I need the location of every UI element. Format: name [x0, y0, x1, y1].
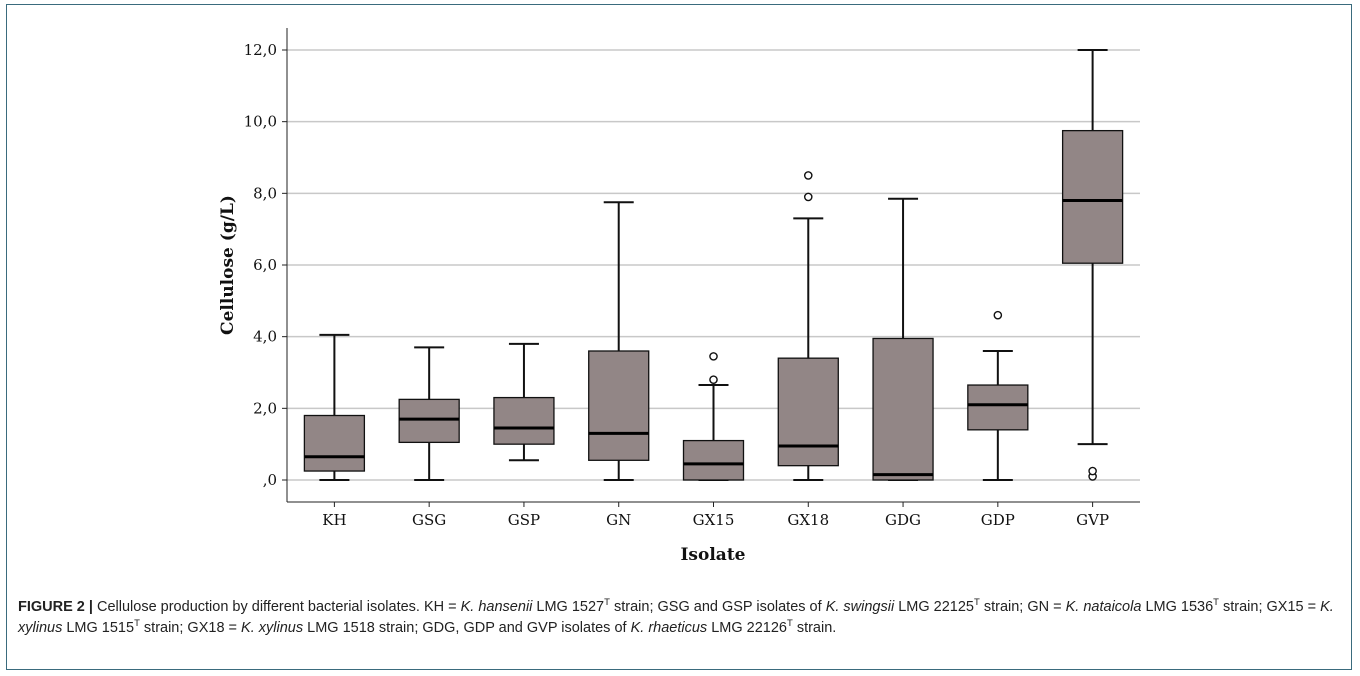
y-axis-title: Cellulose (g/L)	[218, 195, 238, 335]
caption-species-name: K. hansenii	[460, 599, 533, 615]
x-tick-label: GVP	[1076, 511, 1109, 529]
box-gsg	[398, 346, 460, 481]
y-tick-label: 2,0	[253, 399, 277, 417]
y-tick-label: 10,0	[244, 113, 277, 131]
boxplot-chart: ,0 2,0 4,0 6,0 8,0 10,0 12,0 KH GSG GSP GN GX15 GX18…	[218, 28, 1140, 565]
caption-fragment: LMG 22125	[894, 599, 974, 615]
box-gdg	[872, 197, 934, 481]
caption-superscript: T	[604, 597, 610, 609]
caption-fragment: strain; GX18 =	[139, 620, 242, 636]
boxes	[303, 49, 1124, 481]
caption-fragment: LMG 22126	[707, 620, 787, 636]
iqr-box	[398, 398, 460, 444]
x-tick-label: GSG	[412, 511, 446, 529]
caption-text: Cellulose production by different bacter…	[18, 597, 1334, 636]
box-gsp	[493, 342, 555, 462]
iqr-box	[872, 337, 934, 481]
caption-superscript: T	[1213, 597, 1219, 609]
box-kh	[303, 333, 366, 481]
figure-caption: FIGURE 2 | Cellulose production by diffe…	[18, 597, 1338, 639]
iqr-box	[682, 439, 745, 481]
y-tick-label: 12,0	[244, 41, 277, 59]
x-tick-label: GX18	[787, 511, 829, 529]
caption-fragment: strain.	[792, 620, 837, 636]
caption-superscript: T	[786, 618, 793, 630]
iqr-box	[777, 357, 839, 467]
outlier-point	[709, 352, 718, 361]
box-gn	[588, 201, 650, 481]
box-gvp	[1061, 49, 1124, 481]
y-tick-label: ,0	[263, 471, 277, 489]
outlier-point	[993, 310, 1003, 320]
caption-fragment: Cellulose production by different bacter…	[92, 599, 461, 615]
axes: ,0 2,0 4,0 6,0 8,0 10,0 12,0 KH GSG GSP GN GX15 GX18…	[244, 28, 1140, 529]
box-gdp	[967, 310, 1029, 481]
x-tick-label: GN	[606, 511, 631, 529]
caption-label: FIGURE 2 |	[18, 599, 93, 615]
caption-species-name: K. xylinus	[18, 599, 1334, 636]
caption-fragment: LMG 1536	[1141, 599, 1214, 615]
y-tick-label: 4,0	[253, 328, 277, 346]
caption-fragment: LMG 1527	[532, 599, 605, 615]
iqr-box	[303, 414, 366, 472]
x-axis-title: Isolate	[680, 545, 745, 565]
caption-species-name: K. xylinus	[241, 620, 304, 636]
caption-fragment: LMG 1518 strain; GDG, GDP and GVP isolat…	[303, 620, 631, 636]
iqr-box	[1061, 129, 1124, 264]
caption-fragment: strain; GSG and GSP isolates of	[609, 599, 826, 615]
x-tick-label: GX15	[693, 511, 735, 529]
caption-species-name: K. rhaeticus	[630, 620, 708, 636]
x-tick-label: GSP	[508, 511, 540, 529]
iqr-box	[967, 384, 1029, 431]
y-tick-label: 8,0	[253, 184, 277, 202]
outlier-point	[1088, 466, 1097, 476]
caption-superscript: T	[134, 618, 140, 630]
iqr-box	[588, 350, 650, 461]
outlier-point	[709, 375, 718, 384]
caption-fragment: LMG 1515	[62, 620, 135, 636]
x-tick-label: GDP	[981, 511, 1015, 529]
y-tick-label: 6,0	[253, 256, 277, 274]
x-tick-label: KH	[322, 511, 346, 529]
box-gx18	[777, 171, 839, 481]
box-gx15	[682, 352, 745, 481]
iqr-box	[493, 396, 555, 445]
caption-fragment: strain; GN =	[979, 599, 1066, 615]
outlier-point	[803, 171, 813, 180]
outlier-point	[803, 192, 813, 202]
caption-fragment: strain; GX15 =	[1218, 599, 1321, 615]
x-tick-label: GDG	[885, 511, 921, 529]
figure-frame	[6, 4, 1352, 670]
caption-species-name: K. nataicola	[1065, 599, 1142, 615]
caption-superscript: T	[974, 597, 980, 609]
caption-species-name: K. swingsii	[825, 599, 895, 615]
